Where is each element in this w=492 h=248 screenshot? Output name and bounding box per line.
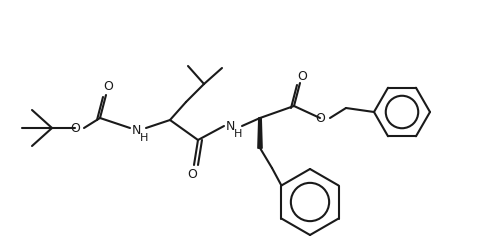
Text: O: O [297,69,307,83]
Text: H: H [234,129,242,139]
Text: O: O [315,112,325,124]
Text: O: O [103,81,113,93]
Text: N: N [131,124,141,136]
Text: O: O [70,122,80,134]
Text: N: N [225,120,235,132]
Text: O: O [187,168,197,182]
Text: H: H [140,133,148,143]
